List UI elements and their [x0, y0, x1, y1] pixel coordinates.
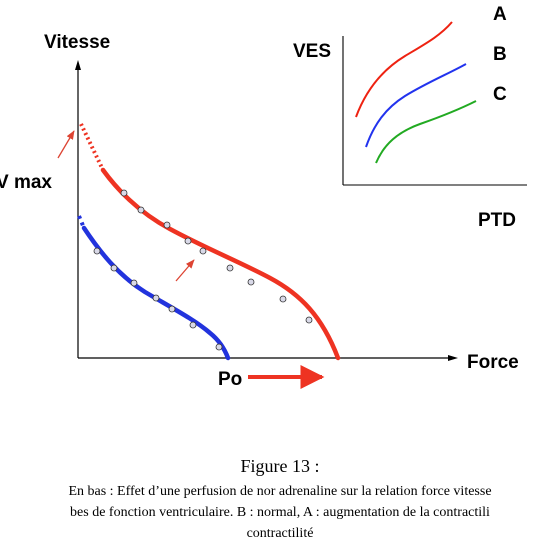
curve-shift-arrow: [175, 259, 195, 282]
lower-marker: [152, 294, 160, 302]
caption-line-3: contractilité: [247, 526, 314, 541]
caption-line-1: En bas : Effet d’une perfusion de nor ad…: [68, 484, 491, 499]
main-y-axis-arrow: [75, 60, 81, 70]
lower-marker: [93, 247, 101, 255]
lower-marker: [215, 343, 223, 351]
lower-curve-extrapolation: [77, 215, 86, 229]
inset-curve-c: [375, 100, 477, 164]
upper-marker: [226, 264, 234, 272]
main-plot: Vitesse Force V max Po: [0, 32, 519, 390]
upper-curve-markers: [120, 189, 313, 324]
upper-marker: [279, 295, 287, 303]
vmax-pointer-arrow: [57, 130, 75, 159]
inset-curve-a: [355, 21, 453, 118]
inset-x-axis-label: PTD: [478, 210, 516, 231]
upper-marker: [305, 316, 313, 324]
inset-y-axis-label: VES: [293, 41, 331, 62]
inset-curve-b: [365, 63, 467, 148]
upper-force-velocity-curve: [100, 167, 341, 361]
upper-marker: [184, 237, 192, 245]
vmax-label: V max: [0, 172, 52, 193]
upper-marker: [247, 278, 255, 286]
caption-line-2: bes de fonction ventriculaire. B : norma…: [70, 505, 490, 520]
upper-marker: [120, 189, 128, 197]
inset-plot: VES PTD A B C: [293, 4, 527, 231]
lower-marker: [168, 305, 176, 313]
po-label: Po: [218, 369, 242, 390]
caption-title: Figure 13 :: [241, 456, 320, 476]
upper-curve-extrapolation: [79, 123, 105, 171]
lower-curve-markers: [93, 247, 223, 351]
inset-series-label-c: C: [493, 84, 507, 105]
figure-caption: Figure 13 : En bas : Effet d’une perfusi…: [68, 456, 491, 541]
lower-marker: [110, 264, 118, 272]
main-x-axis-arrow: [448, 355, 458, 361]
main-y-axis-label: Vitesse: [44, 32, 110, 53]
upper-marker: [199, 247, 207, 255]
inset-series-label-b: B: [493, 44, 507, 65]
lower-marker: [189, 321, 197, 329]
upper-marker: [137, 206, 145, 214]
lower-marker: [130, 279, 138, 287]
inset-series-label-a: A: [493, 4, 507, 25]
main-x-axis-label: Force: [467, 352, 519, 373]
upper-marker: [163, 221, 171, 229]
